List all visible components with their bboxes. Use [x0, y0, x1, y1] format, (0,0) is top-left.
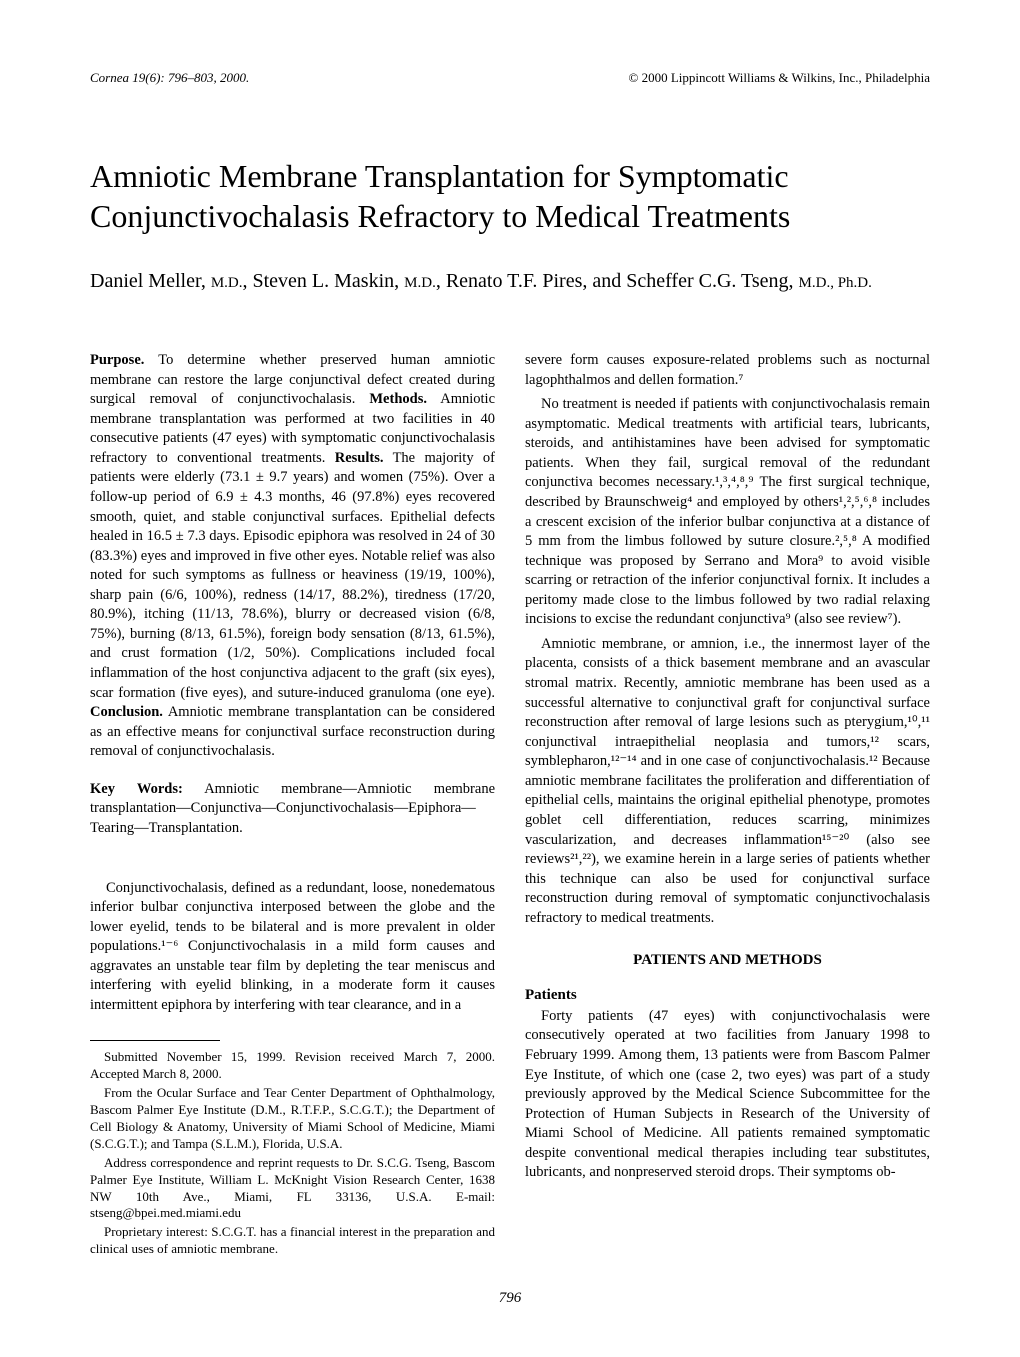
running-header: Cornea 19(6): 796–803, 2000. © 2000 Lipp…	[90, 70, 930, 86]
subsection-heading-patients: Patients	[525, 985, 930, 1005]
right-p1: severe form causes exposure-related prob…	[525, 351, 930, 390]
article-title: Amniotic Membrane Transplantation for Sy…	[90, 156, 930, 236]
header-left: Cornea 19(6): 796–803, 2000.	[90, 70, 249, 86]
header-right: © 2000 Lippincott Williams & Wilkins, In…	[628, 70, 930, 86]
conclusion-label: Conclusion.	[90, 704, 163, 720]
authors-block: Daniel Meller, M.D., Steven L. Maskin, M…	[90, 266, 930, 296]
abstract: Purpose. To determine whether preserved …	[90, 351, 495, 762]
purpose-label: Purpose.	[90, 352, 144, 368]
keywords-label: Key Words:	[90, 781, 183, 797]
footnote-submitted: Submitted November 15, 1999. Revision re…	[90, 1049, 495, 1083]
two-column-layout: Purpose. To determine whether preserved …	[90, 351, 930, 1260]
results-text: The majority of patients were elderly (7…	[90, 450, 495, 701]
footnote-correspondence: Address correspondence and reprint reque…	[90, 1155, 495, 1223]
results-label: Results.	[335, 450, 384, 466]
right-column: severe form causes exposure-related prob…	[525, 351, 930, 1260]
right-p2: No treatment is needed if patients with …	[525, 395, 930, 630]
footnote-affiliation: From the Ocular Surface and Tear Center …	[90, 1085, 495, 1153]
intro-paragraph-1: Conjunctivochalasis, defined as a redund…	[90, 879, 495, 1016]
footnote-divider	[90, 1040, 220, 1041]
right-p3: Amniotic membrane, or amnion, i.e., the …	[525, 635, 930, 928]
page-number: 796	[90, 1290, 930, 1307]
footnote-proprietary: Proprietary interest: S.C.G.T. has a fin…	[90, 1224, 495, 1258]
left-column: Purpose. To determine whether preserved …	[90, 351, 495, 1260]
methods-label: Methods.	[369, 391, 427, 407]
purpose-text: To determine whether preserved human amn…	[90, 352, 495, 407]
footnotes: Submitted November 15, 1999. Revision re…	[90, 1049, 495, 1258]
section-heading-patients-methods: PATIENTS AND METHODS	[525, 950, 930, 970]
keywords: Key Words: Amniotic membrane—Amniotic me…	[90, 780, 495, 839]
right-p4: Forty patients (47 eyes) with conjunctiv…	[525, 1007, 930, 1183]
